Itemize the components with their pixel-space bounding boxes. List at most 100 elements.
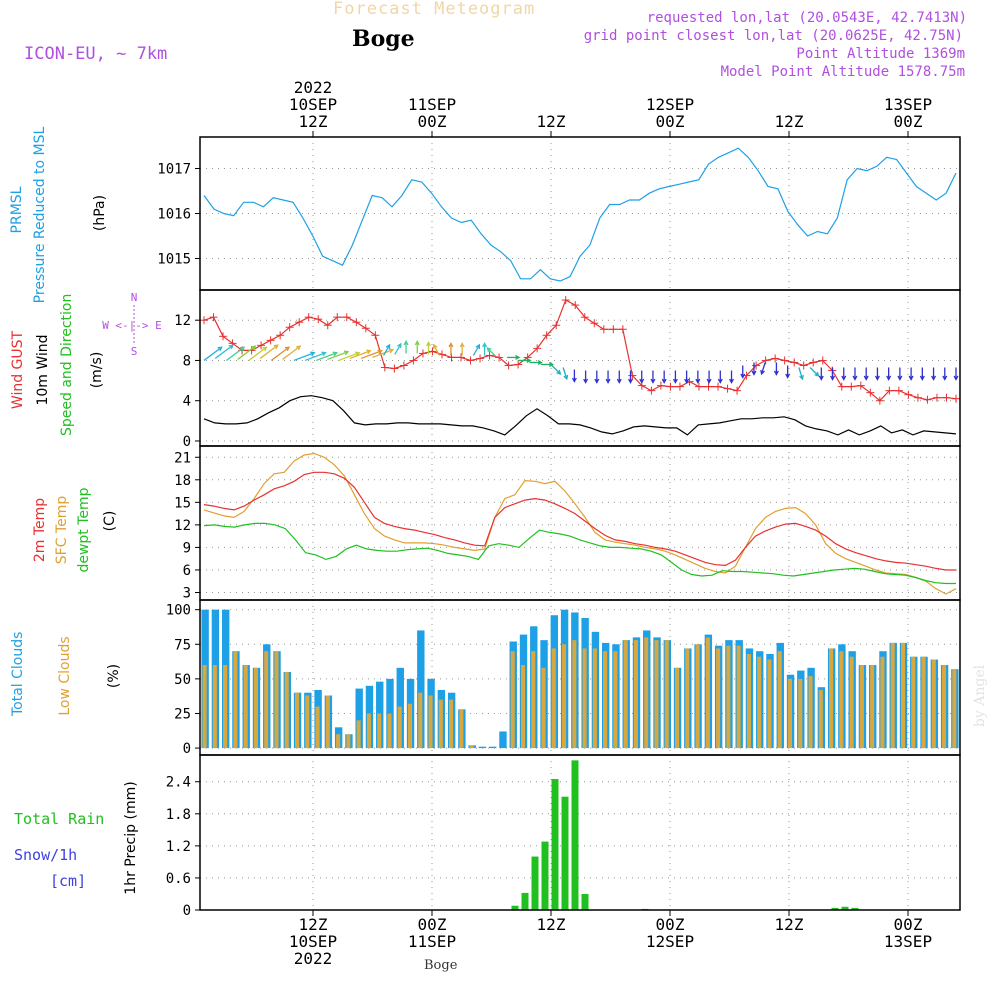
low-cloud-bar	[798, 678, 803, 749]
wind-arrow	[304, 351, 327, 362]
wind-arrow	[433, 343, 441, 356]
wind-arrow	[931, 367, 937, 381]
wind-arrow	[852, 367, 858, 381]
wind-arrow	[459, 342, 465, 356]
wind-arrow	[773, 362, 779, 376]
wind-gust-marker	[723, 384, 732, 393]
wind-gust-marker	[390, 364, 399, 373]
sfc-temp-label: SFC Temp	[54, 495, 70, 565]
low-cloud-bar	[551, 648, 556, 749]
clouds-unit-label: (%)	[106, 663, 122, 689]
low-cloud-bar	[592, 648, 597, 749]
prmsl-desc-label: Pressure Reduced to MSL	[32, 126, 48, 304]
wind-arrow	[605, 370, 611, 384]
wind-arrow	[740, 365, 746, 379]
top-time-label: 12Z	[775, 112, 804, 131]
footer-location: Boge	[424, 958, 458, 973]
wind-gust-marker	[885, 386, 894, 395]
wind-gust-marker	[790, 358, 799, 367]
y-tick-label: 1017	[157, 162, 191, 178]
rain-bar	[521, 892, 529, 910]
low-clouds-label: Low Clouds	[57, 636, 73, 716]
precip-unit-label: 1hr Precip (mm)	[123, 781, 139, 895]
prmsl-unit-label: (hPa)	[92, 194, 108, 232]
y-tick-label: 1016	[157, 207, 191, 223]
wind-unit-label: (m/s)	[89, 351, 105, 389]
gust-label: Wind GUST	[10, 330, 26, 410]
watermark: by Angel	[972, 664, 988, 728]
low-cloud-bar	[438, 699, 443, 749]
low-cloud-bar	[377, 713, 382, 749]
chart-title: Forecast Meteogram	[333, 0, 536, 19]
low-cloud-bar	[942, 665, 947, 749]
wind-gust-marker	[894, 386, 903, 395]
low-cloud-bar	[202, 665, 207, 749]
top-time-label: 12Z	[299, 112, 328, 131]
low-cloud-bar	[397, 706, 402, 749]
wind-gust-marker	[932, 393, 941, 402]
y-tick-label: 1.2	[166, 839, 191, 855]
wind-gust-marker	[571, 301, 580, 310]
low-cloud-bar	[890, 642, 895, 749]
sfc-temp-line	[203, 452, 957, 595]
wind-gust-marker	[694, 382, 703, 391]
panel-frame	[199, 754, 961, 911]
low-cloud-bar	[705, 637, 710, 749]
wind-gust-marker	[399, 361, 408, 370]
wind-arrow	[203, 346, 223, 361]
wind-arrow	[394, 342, 402, 355]
wind-arrow	[360, 349, 383, 360]
wind-gust-marker	[875, 396, 884, 405]
wind-gust-marker	[609, 325, 618, 334]
y-tick-label: 0	[183, 903, 191, 919]
low-cloud-bar	[757, 656, 762, 749]
wind-arrow	[897, 367, 903, 381]
wind-arrow	[327, 350, 350, 361]
top-time-label: 11SEP	[408, 95, 456, 114]
prmsl-label: PRMSL	[9, 186, 25, 234]
wind-arrow	[226, 346, 246, 361]
wind-arrow	[919, 367, 925, 381]
wind-arrow	[760, 362, 766, 376]
rain-bar	[831, 907, 839, 910]
low-cloud-bar	[284, 671, 289, 749]
wind-arrow	[270, 346, 291, 361]
wind-arrow	[338, 351, 361, 362]
temp2m-label: 2m Temp	[32, 497, 48, 563]
wind-gust-marker	[285, 323, 294, 332]
low-cloud-bar	[911, 656, 916, 749]
wind-gust-marker	[618, 325, 627, 334]
low-cloud-bar	[859, 665, 864, 749]
wind-gust-marker	[771, 354, 780, 363]
bottom-time-label: 13SEP	[884, 932, 932, 951]
wind-arrow	[785, 365, 791, 379]
total-clouds-label: Total Clouds	[10, 631, 26, 716]
rain-bar	[511, 905, 519, 910]
wind-gust-marker	[342, 313, 351, 322]
y-tick-label: 0	[183, 434, 191, 450]
wind-arrow	[540, 361, 555, 367]
temp-2m-line	[203, 471, 956, 571]
wind-arrow	[953, 367, 959, 381]
rain-bar	[581, 893, 589, 910]
low-cloud-bar	[305, 695, 310, 749]
wind-arrow	[414, 340, 420, 354]
wind-arrow	[818, 367, 824, 381]
low-cloud-bar	[243, 665, 248, 749]
low-cloud-bar	[613, 651, 618, 749]
wind-arrow	[403, 340, 409, 354]
wind-arrow	[293, 351, 316, 362]
low-cloud-bar	[900, 642, 905, 749]
wind-arrow	[661, 370, 667, 384]
wind-gust-marker	[666, 382, 675, 391]
total-cloud-bar	[355, 688, 363, 749]
wind-gust-marker	[656, 381, 665, 390]
wind-gust-marker	[552, 321, 561, 330]
wind-arrow	[886, 367, 892, 381]
low-cloud-bar	[849, 656, 854, 749]
low-cloud-bar	[870, 665, 875, 749]
y-tick-label: 1015	[157, 252, 191, 268]
bottom-time-label: 00Z	[418, 915, 447, 934]
y-tick-label: 9	[183, 540, 191, 556]
